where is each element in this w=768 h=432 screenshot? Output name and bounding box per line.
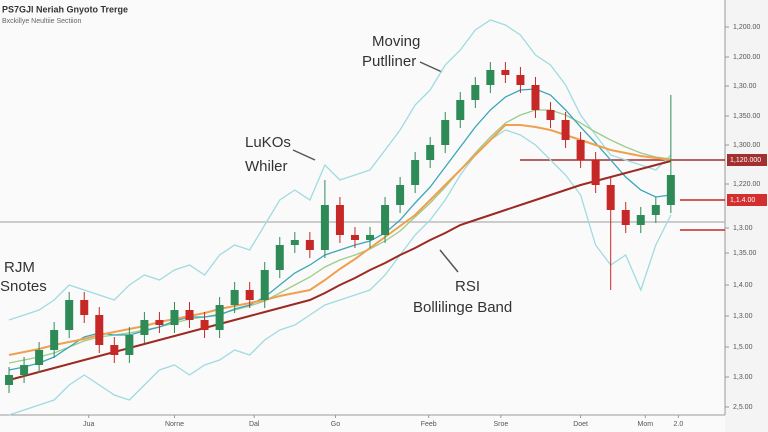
y-tick-label: 1,220.00 <box>733 181 760 188</box>
y-tick-label: 1,4.00 <box>733 282 753 289</box>
candle-body <box>200 320 209 330</box>
y-tick-label: 2,5.00 <box>733 404 753 411</box>
x-tick-label: Mom <box>637 421 653 428</box>
price-label-box <box>727 154 767 166</box>
x-tick-label: 2.0 <box>674 421 684 428</box>
annotation: LuKOs <box>245 134 291 151</box>
candle-body <box>230 290 239 305</box>
candle-body <box>426 145 435 160</box>
candle-body <box>471 85 480 100</box>
candle-body <box>245 290 254 300</box>
indicator-line <box>8 109 671 364</box>
y-tick-label: 1,3.00 <box>733 225 753 232</box>
indicator-line <box>8 124 672 356</box>
candle-body <box>50 330 59 350</box>
annotation: RJM <box>4 259 35 276</box>
candle-body <box>305 240 314 250</box>
y-tick-label: 1,3.00 <box>733 374 753 381</box>
candle-body <box>185 310 194 320</box>
candle-body <box>591 160 600 185</box>
candle-body <box>170 310 179 325</box>
candle-body <box>396 185 405 205</box>
candle-body <box>215 305 224 330</box>
price-label-box <box>727 194 767 206</box>
x-tick-label: Feeb <box>421 421 437 428</box>
arrow <box>292 149 316 161</box>
candle-body <box>290 240 299 245</box>
candle-body <box>335 205 344 235</box>
candle-body <box>561 120 570 140</box>
price-label: 1,1.4.00 <box>730 197 755 204</box>
candle-body <box>621 210 630 225</box>
arrow <box>439 249 459 273</box>
candle-body <box>486 70 495 85</box>
price-label: 1,120.000 <box>730 157 761 164</box>
candle-body <box>350 235 359 240</box>
annotation: Putlliner <box>362 53 416 70</box>
candle-body <box>110 345 119 355</box>
annotation: Snotes <box>0 278 47 295</box>
candle-body <box>155 320 164 325</box>
candle-body <box>125 335 134 355</box>
candle-body <box>501 70 510 75</box>
candle-body <box>366 235 375 240</box>
chart-title: PS7GJl Neriah Gnyoto Trerge <box>2 4 128 14</box>
candle-body <box>576 140 585 160</box>
candle-body <box>666 175 675 205</box>
y-tick-label: 1,350.00 <box>733 113 760 120</box>
x-tick-label: Jua <box>83 421 94 428</box>
candle-body <box>80 300 89 315</box>
candle-body <box>381 205 390 235</box>
candle-body <box>606 185 615 210</box>
candle-body <box>411 160 420 185</box>
candle-body <box>35 350 44 365</box>
y-tick-label: 1,35.00 <box>733 250 756 257</box>
candle-body <box>65 300 74 330</box>
x-tick-label: Dal <box>249 421 260 428</box>
y-tick-label: 1,5.00 <box>733 344 753 351</box>
indicator-line <box>8 88 671 371</box>
candle-body <box>441 120 450 145</box>
indicator-line <box>8 129 672 416</box>
y-tick-label: 1,200.00 <box>733 24 760 31</box>
candle-body <box>636 215 645 225</box>
indicator-line <box>8 160 672 381</box>
arrow <box>419 61 443 73</box>
y-tick-label: 1,3.00 <box>733 313 753 320</box>
candle-body <box>516 75 525 85</box>
x-tick-label: Go <box>331 421 340 428</box>
candle-body <box>95 315 104 345</box>
candle-body <box>320 205 329 250</box>
chart-subtitle: Bxckillye Neultiie Sectiion <box>2 18 81 25</box>
candle-body <box>5 375 14 385</box>
candle-body <box>20 365 29 375</box>
annotation: Moving <box>372 33 420 50</box>
candle-body <box>531 85 540 110</box>
y-tick-label: 1,200.00 <box>733 54 760 61</box>
indicator-line <box>8 19 672 321</box>
candle-body <box>275 245 284 270</box>
candle-body <box>260 270 269 300</box>
x-tick-label: Sroe <box>493 421 508 428</box>
annotation: Whiler <box>245 158 288 175</box>
candle-body <box>456 100 465 120</box>
price-axis-panel <box>725 0 768 432</box>
annotation: RSI <box>455 278 480 295</box>
candle-body <box>140 320 149 335</box>
x-tick-label: Doet <box>573 421 588 428</box>
candle-body <box>546 110 555 120</box>
y-tick-label: 1,300.00 <box>733 142 760 149</box>
annotation-arrows <box>292 61 459 273</box>
y-tick-label: 1,30.00 <box>733 83 756 90</box>
x-tick-label: Norne <box>165 421 184 428</box>
annotation: Bollilinge Band <box>413 299 512 316</box>
candle-body <box>651 205 660 215</box>
